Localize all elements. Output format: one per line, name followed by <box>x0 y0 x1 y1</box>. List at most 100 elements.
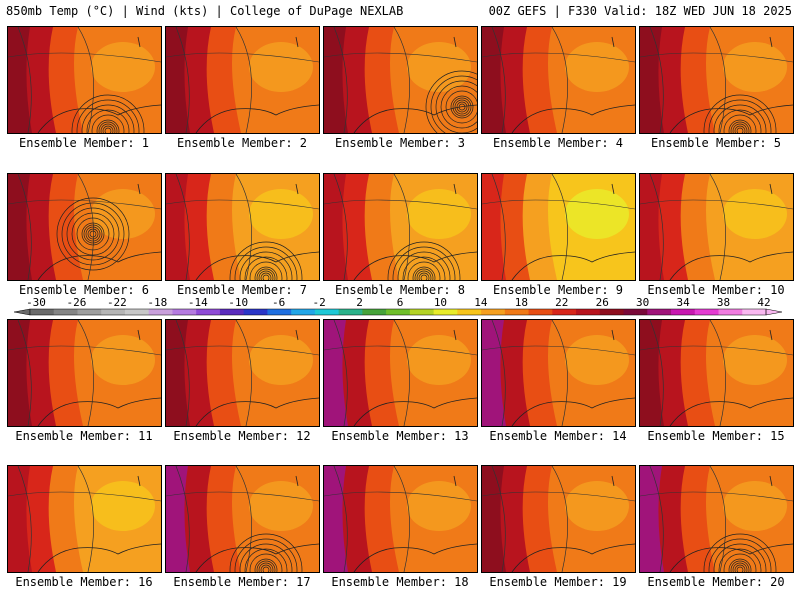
temperature-field <box>8 174 161 280</box>
colorbar-swatch <box>694 309 720 315</box>
colorbar-swatch <box>481 309 506 315</box>
colorbar-swatch <box>599 309 625 315</box>
colorbar-tick-label: 42 <box>757 296 770 309</box>
ensemble-member-map <box>323 465 478 573</box>
temperature-field <box>8 320 161 426</box>
ensemble-member-map <box>639 26 794 134</box>
temperature-field <box>8 466 161 572</box>
colorbar-swatch <box>219 309 245 315</box>
ensemble-member-label: Ensemble Member: 13 <box>331 429 469 443</box>
ensemble-member-label: Ensemble Member: 20 <box>647 575 785 589</box>
colorbar-tick-label: 38 <box>717 296 730 309</box>
ensemble-member-map <box>7 173 162 281</box>
temperature-field <box>482 320 635 426</box>
colorbar-tick-label: -6 <box>272 296 285 309</box>
colorbar-swatch <box>53 309 78 315</box>
cyclone-contours <box>71 94 145 133</box>
ensemble-member-label: Ensemble Member: 4 <box>492 136 624 150</box>
cyclone-contours <box>703 94 777 133</box>
colorbar-swatch <box>362 309 387 315</box>
ensemble-member-map <box>481 173 636 281</box>
temperature-field <box>640 27 793 133</box>
temperature-field <box>482 466 635 572</box>
ensemble-member-label: Ensemble Member: 1 <box>18 136 150 150</box>
ensemble-member-label: Ensemble Member: 8 <box>334 283 466 297</box>
ensemble-member-label: Ensemble Member: 16 <box>15 575 153 589</box>
colorbar-swatch <box>267 309 292 315</box>
colorbar-tick-label: 22 <box>555 296 568 309</box>
ensemble-member-map <box>165 319 320 427</box>
colorbar-swatch <box>338 309 363 315</box>
ensemble-member-map <box>323 319 478 427</box>
map-header: 850mb Temp (°C) | Wind (kts) | College o… <box>0 0 800 22</box>
ensemble-member-map <box>165 465 320 573</box>
colorbar-tick-label: -18 <box>147 296 167 309</box>
cyclone-contours <box>425 70 477 133</box>
temperature-field <box>166 320 319 426</box>
cyclone-contours <box>229 241 303 280</box>
ensemble-member-label: Ensemble Member: 18 <box>331 575 469 589</box>
ensemble-member-label: Ensemble Member: 9 <box>492 283 624 297</box>
colorbar-tick-label: 6 <box>397 296 404 309</box>
colorbar-swatch <box>243 309 268 315</box>
ensemble-member-label: Ensemble Member: 2 <box>176 136 308 150</box>
ensemble-member-label: Ensemble Member: 5 <box>650 136 782 150</box>
temperature-field <box>166 27 319 133</box>
colorbar-swatch <box>742 309 767 315</box>
ensemble-member-map <box>481 26 636 134</box>
temperature-field <box>640 320 793 426</box>
ensemble-member-map <box>165 173 320 281</box>
ensemble-member-map <box>481 319 636 427</box>
ensemble-member-label: Ensemble Member: 6 <box>18 283 150 297</box>
colorbar-graphic: -30 -26 -22 -18 -14 -10 -6 -2 2 6 10 14 18 22 26 30 34 38… <box>13 296 783 316</box>
temperature-field <box>324 320 477 426</box>
temperature-colorbar: -30 -26 -22 -18 -14 -10 -6 -2 2 6 10 14 18 22 26 30 34 38… <box>0 296 800 320</box>
colorbar-swatch <box>148 309 173 315</box>
temperature-field <box>324 466 477 572</box>
temperature-field <box>8 27 161 133</box>
temperature-field <box>324 27 477 133</box>
colorbar-swatch <box>528 309 553 315</box>
colorbar-swatch <box>409 309 435 315</box>
ensemble-member-label: Ensemble Member: 15 <box>647 429 785 443</box>
colorbar-swatch <box>101 309 126 315</box>
run-valid-time: 00Z GEFS | F330 Valid: 18Z WED JUN 18 20… <box>488 4 792 18</box>
colorbar-tick-label: 2 <box>356 296 363 309</box>
colorbar-tick-label: -10 <box>228 296 248 309</box>
ensemble-member-map <box>639 465 794 573</box>
colorbar-swatch <box>30 309 55 315</box>
colorbar-tick-label: -22 <box>107 296 127 309</box>
colorbar-swatch <box>671 309 696 315</box>
colorbar-swatch <box>124 309 150 315</box>
cyclone-contours <box>387 241 461 280</box>
ensemble-member-map <box>481 465 636 573</box>
cyclone-contours <box>703 533 777 572</box>
temperature-field <box>324 174 477 280</box>
ensemble-member-label: Ensemble Member: 10 <box>647 283 785 297</box>
ensemble-member-label: Ensemble Member: 19 <box>489 575 627 589</box>
colorbar-tick-label: 14 <box>474 296 488 309</box>
temperature-field <box>166 466 319 572</box>
colorbar-tick-label: 18 <box>515 296 528 309</box>
ensemble-member-map <box>639 319 794 427</box>
temperature-field <box>640 466 793 572</box>
colorbar-swatch <box>291 309 316 315</box>
temperature-field <box>482 174 635 280</box>
colorbar-tick-label: 26 <box>596 296 609 309</box>
ensemble-member-label: Ensemble Member: 11 <box>15 429 153 443</box>
colorbar-tick-label: 30 <box>636 296 649 309</box>
colorbar-swatch <box>552 309 577 315</box>
ensemble-member-map <box>7 465 162 573</box>
colorbar-swatch <box>647 309 672 315</box>
map-title: 850mb Temp (°C) | Wind (kts) | College o… <box>6 4 404 18</box>
ensemble-member-label: Ensemble Member: 3 <box>334 136 466 150</box>
colorbar-swatch <box>623 309 648 315</box>
ensemble-member-label: Ensemble Member: 14 <box>489 429 627 443</box>
cyclone-contours <box>56 197 130 271</box>
cyclone-contours <box>229 533 303 572</box>
colorbar-swatch <box>77 309 102 315</box>
colorbar-tick-label: -30 <box>26 296 46 309</box>
colorbar-swatch <box>718 309 743 315</box>
colorbar-tick-label: 10 <box>434 296 447 309</box>
ensemble-member-map <box>7 26 162 134</box>
